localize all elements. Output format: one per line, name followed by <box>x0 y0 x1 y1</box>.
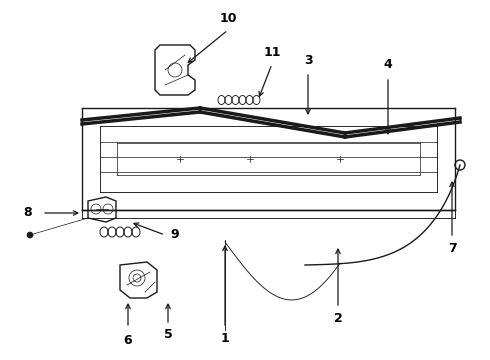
Text: 2: 2 <box>334 311 343 324</box>
Text: 5: 5 <box>164 328 172 342</box>
Circle shape <box>27 232 33 238</box>
Text: 4: 4 <box>384 58 392 72</box>
Text: 8: 8 <box>24 207 32 220</box>
Text: 7: 7 <box>448 242 456 255</box>
Text: 3: 3 <box>304 54 312 67</box>
Text: 10: 10 <box>219 12 237 24</box>
Text: 1: 1 <box>220 332 229 345</box>
Text: 6: 6 <box>123 333 132 346</box>
Text: 11: 11 <box>263 45 281 58</box>
Text: 9: 9 <box>171 229 179 242</box>
